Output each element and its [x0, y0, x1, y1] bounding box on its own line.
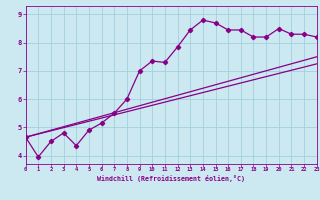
- X-axis label: Windchill (Refroidissement éolien,°C): Windchill (Refroidissement éolien,°C): [97, 175, 245, 182]
